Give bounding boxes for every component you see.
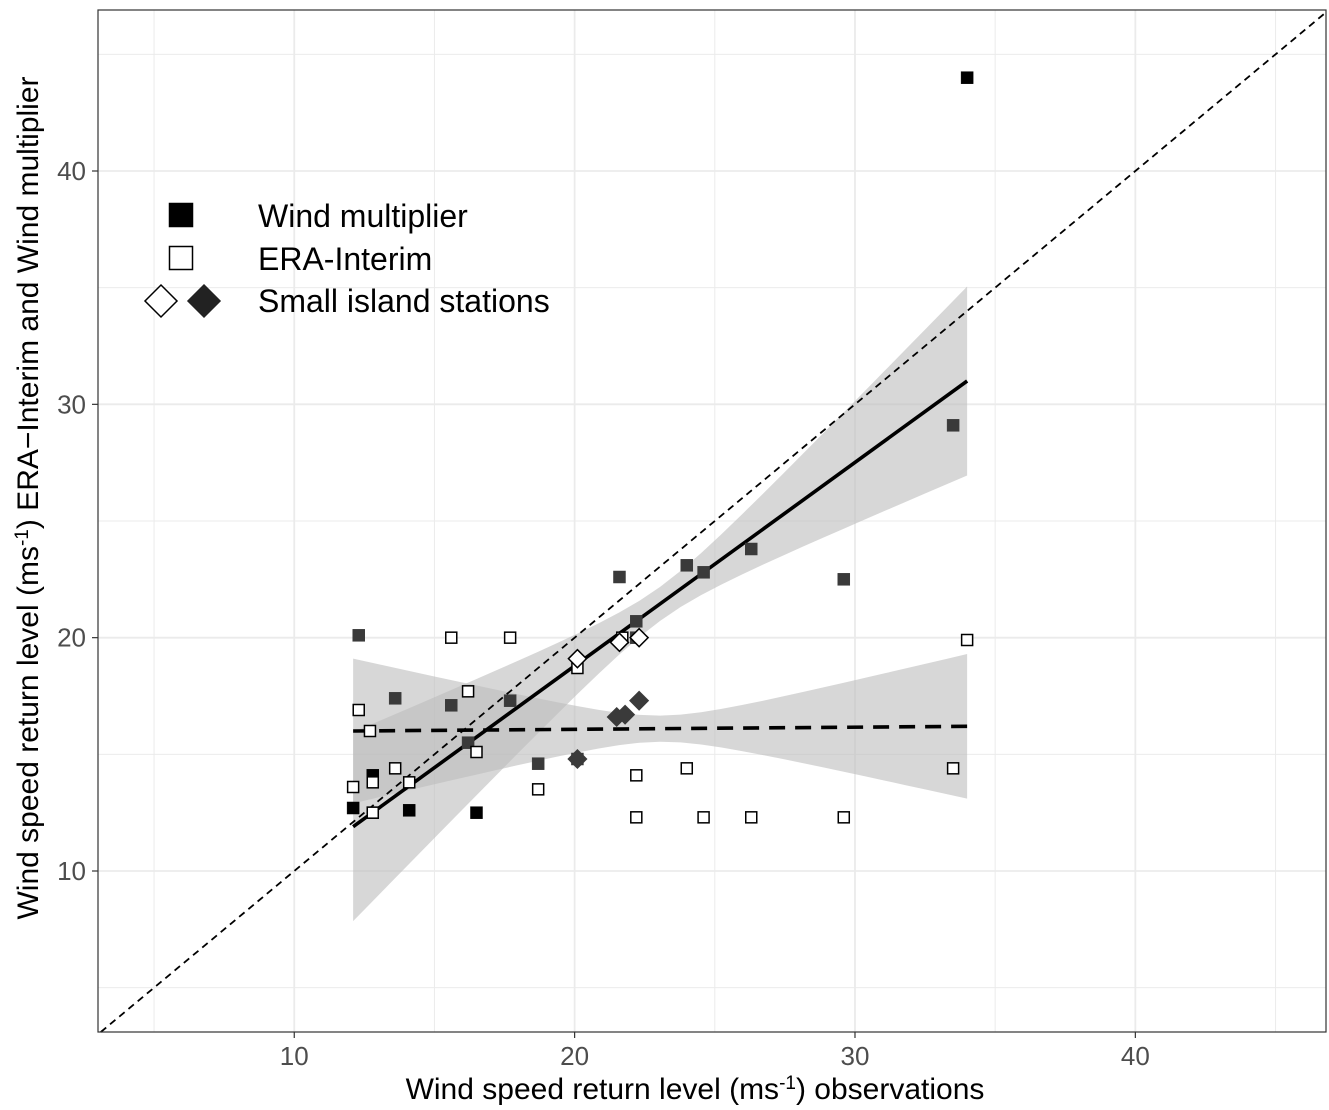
era-interim-point bbox=[366, 806, 380, 819]
wind-multiplier-point bbox=[470, 806, 483, 819]
era-interim-point bbox=[366, 776, 380, 789]
era-interim-point bbox=[388, 762, 402, 775]
era-interim-point bbox=[630, 811, 643, 824]
legend-label: Small island stations bbox=[258, 283, 550, 319]
y-axis-title: Wind speed return level (ms-1) ERA−Inter… bbox=[12, 76, 46, 919]
plot-frame bbox=[97, 9, 1327, 1033]
era-interim-point bbox=[402, 776, 416, 789]
x-tick-label: 10 bbox=[280, 1041, 309, 1071]
fit-lines bbox=[352, 379, 969, 829]
x-tick-label: 30 bbox=[841, 1041, 870, 1071]
legend-label: Wind multiplier bbox=[258, 198, 468, 234]
era-interim-point bbox=[531, 783, 545, 796]
y-axis-ticks: 10 20 30 40 bbox=[57, 156, 98, 886]
wind-multiplier-point bbox=[680, 559, 694, 572]
era-interim-point bbox=[461, 685, 475, 698]
wind-multiplier-point bbox=[697, 566, 710, 579]
wind-multiplier-point bbox=[613, 570, 626, 584]
era-interim-point bbox=[470, 745, 483, 759]
era-interim-point bbox=[960, 633, 974, 647]
one-to-one-line bbox=[100, 11, 1327, 1033]
x-tick-label: 20 bbox=[560, 1041, 589, 1071]
era-interim-point bbox=[630, 769, 643, 782]
identity-line bbox=[100, 11, 1327, 1033]
legend: Wind multiplier ERA-Interim Small island s… bbox=[143, 198, 550, 319]
legend-key-open-diamond bbox=[143, 283, 179, 319]
wind-multiplier-point bbox=[402, 804, 416, 817]
legend-key-filled-square bbox=[168, 202, 194, 228]
legend-key-filled-diamond bbox=[186, 283, 222, 319]
wind-multiplier-point bbox=[745, 542, 758, 556]
wind-multiplier-point bbox=[461, 736, 475, 749]
x-axis-title: Wind speed return level (ms-1) observati… bbox=[406, 1073, 985, 1107]
x-tick-label: 40 bbox=[1121, 1041, 1150, 1071]
era-interim-point bbox=[745, 811, 758, 824]
era-interim-point bbox=[352, 703, 365, 717]
wind-multiplier-point bbox=[388, 692, 402, 705]
wind-multiplier-point bbox=[960, 71, 974, 84]
small-island-era-point bbox=[629, 627, 650, 648]
y-tick-label: 30 bbox=[57, 389, 86, 419]
era-interim-point bbox=[837, 811, 851, 824]
x-axis-ticks: 10 20 30 40 bbox=[280, 1032, 1150, 1071]
wind-multiplier-point bbox=[352, 629, 365, 642]
y-tick-label: 10 bbox=[57, 856, 86, 886]
data-points bbox=[346, 71, 974, 824]
era-interim-point bbox=[445, 631, 458, 644]
wind-multiplier-point bbox=[837, 573, 851, 586]
wind-multiplier-point bbox=[531, 757, 545, 770]
wind-multiplier-point bbox=[503, 694, 517, 707]
confidence-ribbon bbox=[353, 654, 968, 804]
wind-multiplier-point bbox=[946, 419, 960, 432]
y-tick-label: 40 bbox=[57, 156, 86, 186]
wind-multiplier-point bbox=[346, 801, 360, 815]
era-interim-point bbox=[680, 762, 694, 775]
small-island-era-point bbox=[567, 648, 588, 669]
wind-multiplier-point bbox=[445, 699, 458, 712]
legend-key-open-square bbox=[168, 245, 194, 271]
wind-multiplier-point bbox=[630, 615, 643, 628]
small-island-wm-point bbox=[629, 690, 650, 711]
wind-multiplier-fit-line bbox=[352, 379, 969, 829]
era-interim-point bbox=[697, 811, 710, 824]
small-island-era-point bbox=[609, 632, 630, 653]
legend-label: ERA-Interim bbox=[258, 241, 432, 277]
era-interim-point bbox=[946, 762, 960, 775]
era-interim-point bbox=[503, 631, 517, 644]
era-interim-point bbox=[363, 724, 377, 738]
era-interim-point bbox=[346, 780, 360, 794]
y-tick-label: 20 bbox=[57, 623, 86, 653]
small-island-wm-point bbox=[615, 704, 636, 725]
small-island-wm-point bbox=[567, 748, 588, 770]
